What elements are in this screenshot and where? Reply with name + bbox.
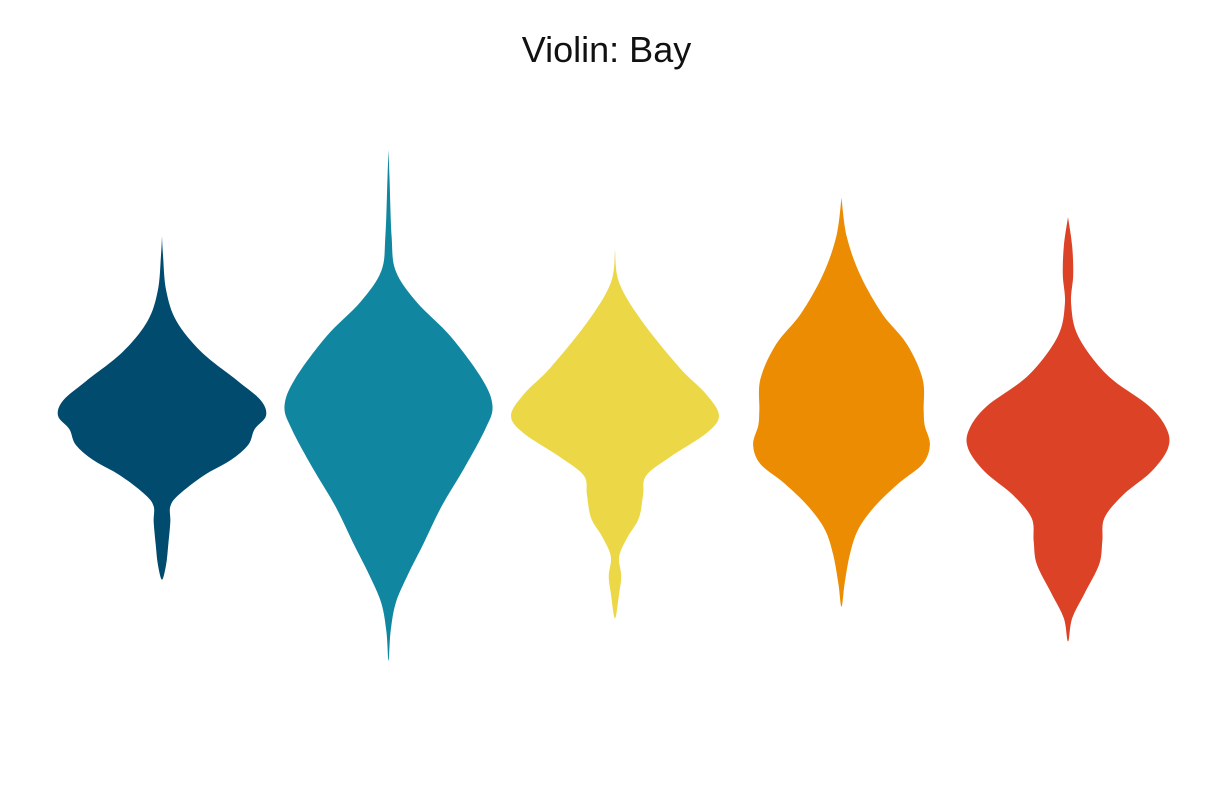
violins-group (57, 149, 1170, 661)
chart-title: Violin: Bay (521, 29, 692, 70)
violin-2 (284, 149, 493, 661)
violin-1 (57, 236, 267, 580)
violin-3 (511, 249, 719, 619)
violin-5 (966, 217, 1170, 642)
violin-4 (753, 197, 930, 607)
